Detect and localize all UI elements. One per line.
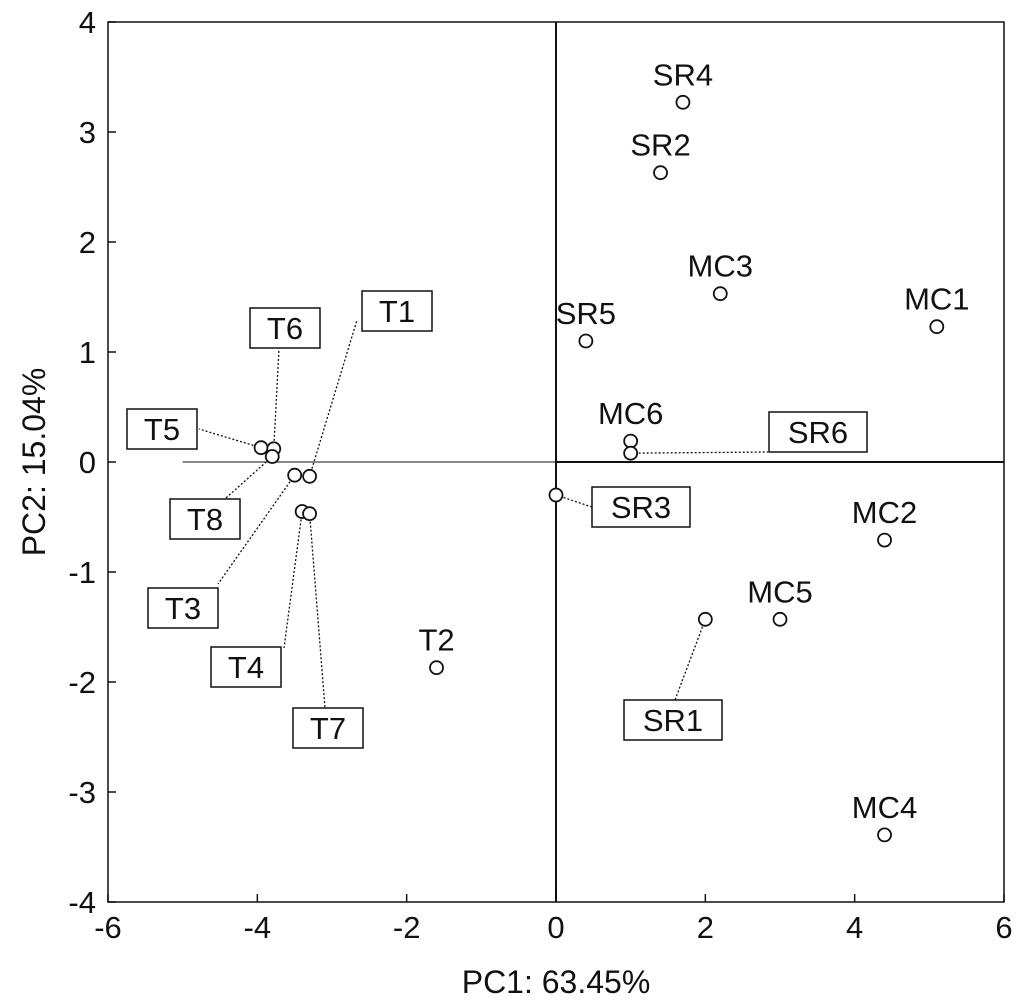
y-tick-label: 4 <box>79 5 96 40</box>
data-point-sr6 <box>623 445 639 461</box>
x-tick-label: -6 <box>94 910 122 945</box>
y-tick-label: -3 <box>68 775 96 810</box>
point-label-sr4: SR4 <box>653 57 713 92</box>
label-box-t5 <box>126 408 198 450</box>
data-point-sr4 <box>675 94 691 110</box>
data-point-t8 <box>264 449 280 464</box>
leader-line-sr1 <box>674 619 706 701</box>
point-label-t7: T7 <box>310 711 346 746</box>
data-point-sr1 <box>697 611 713 627</box>
point-label-sr2: SR2 <box>630 128 690 163</box>
label-box-sr1 <box>623 699 723 741</box>
x-tick-label: 4 <box>846 910 863 945</box>
y-tick-label: 1 <box>79 335 96 370</box>
y-tick-label: 0 <box>79 445 96 480</box>
data-point-t7 <box>302 506 318 522</box>
label-box-t7 <box>292 707 364 749</box>
leader-line-sr6 <box>630 451 769 454</box>
point-label-sr1: SR1 <box>643 703 703 738</box>
label-box-sr3 <box>591 486 691 528</box>
x-tick-label: 6 <box>995 910 1012 945</box>
point-label-t5: T5 <box>144 412 180 447</box>
point-label-sr6: SR6 <box>788 415 848 450</box>
y-tick-label: -2 <box>68 665 96 700</box>
data-point-sr3 <box>548 487 564 503</box>
point-labels: SR4 SR2 MC3 MC1 SR5 MC6 SR6 SR3 MC2 MC5 SR1 MC4 T2 T5… <box>126 57 970 825</box>
x-axis-ticks: -6 -4 -2 0 2 4 6 <box>94 894 1013 945</box>
leader-line-t7 <box>308 513 326 709</box>
label-box-t6 <box>249 307 321 349</box>
data-point-t1 <box>302 468 318 484</box>
data-point-mc3 <box>712 286 728 302</box>
y-tick-label: -1 <box>68 555 96 590</box>
point-label-mc3: MC3 <box>688 249 753 284</box>
y-axis-title: PC2: 15.04% <box>16 368 52 557</box>
leader-line-t4 <box>283 511 303 649</box>
data-point-t5 <box>253 440 269 456</box>
point-label-mc6: MC6 <box>598 396 663 431</box>
point-label-mc4: MC4 <box>852 790 917 825</box>
data-point-mc1 <box>929 319 945 335</box>
label-box-t8 <box>169 498 241 540</box>
point-label-mc5: MC5 <box>747 574 812 609</box>
point-label-t8: T8 <box>187 502 223 537</box>
point-label-t1: T1 <box>379 294 415 329</box>
x-tick-label: -2 <box>393 910 421 945</box>
data-point-t2 <box>429 660 444 676</box>
leader-line-t5 <box>198 428 262 449</box>
data-point-mc5 <box>772 611 788 627</box>
point-label-t4: T4 <box>228 650 264 685</box>
label-box-sr6 <box>768 411 868 453</box>
data-point-mc6 <box>623 433 639 449</box>
plot-area <box>107 21 1005 903</box>
point-label-sr3: SR3 <box>611 490 671 525</box>
point-label-sr5: SR5 <box>556 296 616 331</box>
point-label-t2: T2 <box>418 623 454 658</box>
data-point-sr2 <box>653 165 668 181</box>
label-leader-lines <box>198 319 769 709</box>
y-tick-label: -4 <box>68 885 96 920</box>
y-axis-ticks: 4 3 2 1 0 -1 -2 -3 -4 <box>68 5 116 920</box>
data-points <box>253 94 945 843</box>
label-box-t4 <box>210 646 282 688</box>
leader-line-t1 <box>308 319 358 477</box>
data-point-mc2 <box>877 532 892 548</box>
point-label-mc1: MC1 <box>904 282 969 317</box>
label-box-t1 <box>361 290 433 332</box>
data-point-mc4 <box>877 827 892 843</box>
leader-line-t8 <box>225 456 273 499</box>
point-label-t6: T6 <box>267 311 303 346</box>
x-tick-label: -4 <box>244 910 272 945</box>
point-label-t3: T3 <box>165 591 201 626</box>
x-axis-title: PC1: 63.45% <box>462 964 651 1000</box>
leader-line-t6 <box>273 348 280 449</box>
point-label-mc2: MC2 <box>852 495 917 530</box>
label-box-t3 <box>147 587 219 629</box>
x-tick-label: 0 <box>547 910 564 945</box>
data-point-t3 <box>287 467 303 483</box>
x-tick-label: 2 <box>697 910 714 945</box>
y-tick-label: 3 <box>79 115 96 150</box>
y-tick-label: 2 <box>79 225 96 260</box>
data-point-sr5 <box>578 333 594 349</box>
